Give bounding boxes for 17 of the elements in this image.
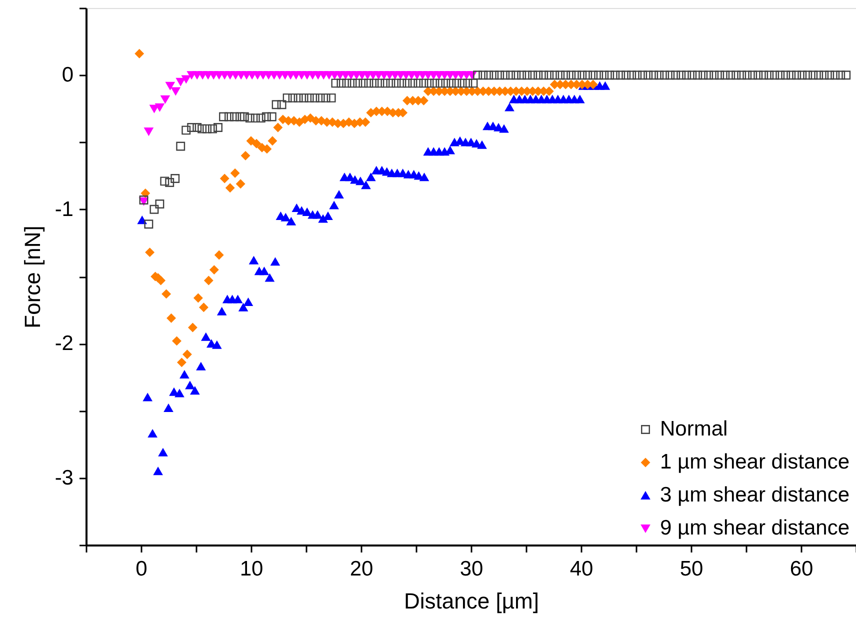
x-tick-label: 0 [136, 558, 148, 580]
y-axis-title: Force [nN] [20, 226, 45, 328]
y-tick-label: -3 [54, 466, 74, 490]
x-tick-label: 20 [350, 558, 374, 580]
x-tick-label: 10 [240, 558, 264, 580]
x-tick-label: 50 [680, 558, 704, 580]
x-axis-title: Distance [µm] [404, 588, 539, 614]
x-tick-label: 30 [460, 558, 484, 580]
y-tick-label: -1 [54, 198, 74, 221]
legend-label: Normal [660, 418, 728, 440]
y-tick-label: 0 [62, 64, 74, 87]
legend-label: 9 µm shear distance [660, 516, 850, 540]
y-tick-label: -2 [54, 332, 74, 356]
x-tick-label: 40 [570, 558, 594, 580]
legend-label: 3 µm shear distance [660, 484, 850, 506]
legend-label: 1 µm shear distance [660, 450, 850, 474]
x-tick-label: 60 [790, 558, 814, 580]
